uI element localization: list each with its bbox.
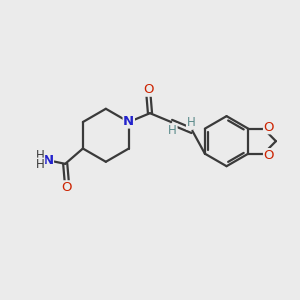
Text: N: N (123, 115, 134, 128)
Text: O: O (143, 83, 154, 96)
Text: N: N (42, 154, 53, 166)
Text: H: H (187, 116, 195, 129)
Text: O: O (61, 181, 72, 194)
Text: O: O (264, 121, 274, 134)
Text: H: H (168, 124, 177, 137)
Text: H: H (36, 158, 45, 171)
Text: O: O (264, 149, 274, 162)
Text: H: H (36, 149, 45, 162)
